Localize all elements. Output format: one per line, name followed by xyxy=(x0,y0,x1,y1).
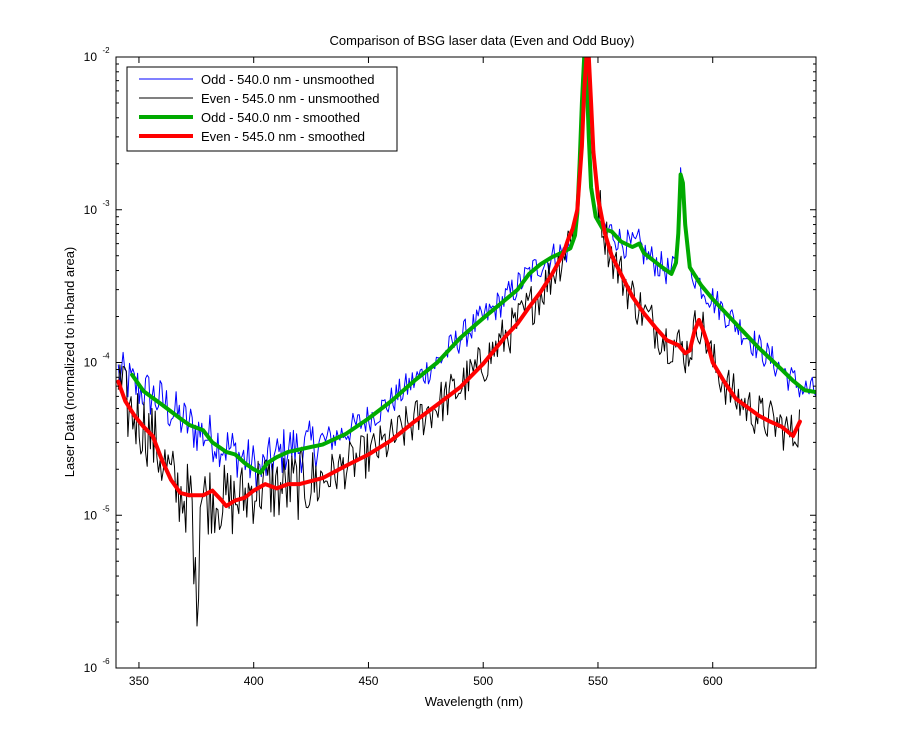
x-tick-label: 400 xyxy=(244,674,264,688)
x-tick-label: 550 xyxy=(588,674,608,688)
y-tick-label: 10 xyxy=(84,356,98,370)
legend: Odd - 540.0 nm - unsmoothed Even - 545.0 … xyxy=(126,66,398,152)
legend-label: Odd - 540.0 nm - unsmoothed xyxy=(201,72,374,87)
x-axis-label: Wavelength (nm) xyxy=(425,694,524,709)
legend-label: Even - 545.0 nm - unsmoothed xyxy=(201,91,380,106)
plot-frame xyxy=(115,56,817,669)
series-line-4 xyxy=(116,57,802,508)
y-tick-exponent: -6 xyxy=(102,657,110,666)
legend-label: Odd - 540.0 nm - smoothed xyxy=(201,110,360,125)
y-tick-label: 10 xyxy=(84,203,98,217)
y-tick-exponent: -5 xyxy=(102,504,110,513)
y-tick-label: 10 xyxy=(84,50,98,64)
y-tick-exponent: -2 xyxy=(102,46,110,55)
y-tick-label: 10 xyxy=(84,661,98,675)
y-tick-exponent: -4 xyxy=(102,352,110,361)
legend-label: Even - 545.0 nm - smoothed xyxy=(201,129,365,144)
x-tick-label: 600 xyxy=(703,674,723,688)
chart-title: Comparison of BSG laser data (Even and O… xyxy=(330,33,635,48)
y-tick-exponent: -3 xyxy=(102,199,110,208)
x-tick-label: 500 xyxy=(473,674,493,688)
series-line-2 xyxy=(117,59,800,627)
x-tick-label: 450 xyxy=(358,674,378,688)
series-line-3 xyxy=(130,57,816,475)
y-axis-label: Laser Data (normalized to in-band area) xyxy=(62,247,77,478)
x-tick-label: 350 xyxy=(129,674,149,688)
series-line-1 xyxy=(117,60,816,493)
y-tick-label: 10 xyxy=(84,508,98,522)
